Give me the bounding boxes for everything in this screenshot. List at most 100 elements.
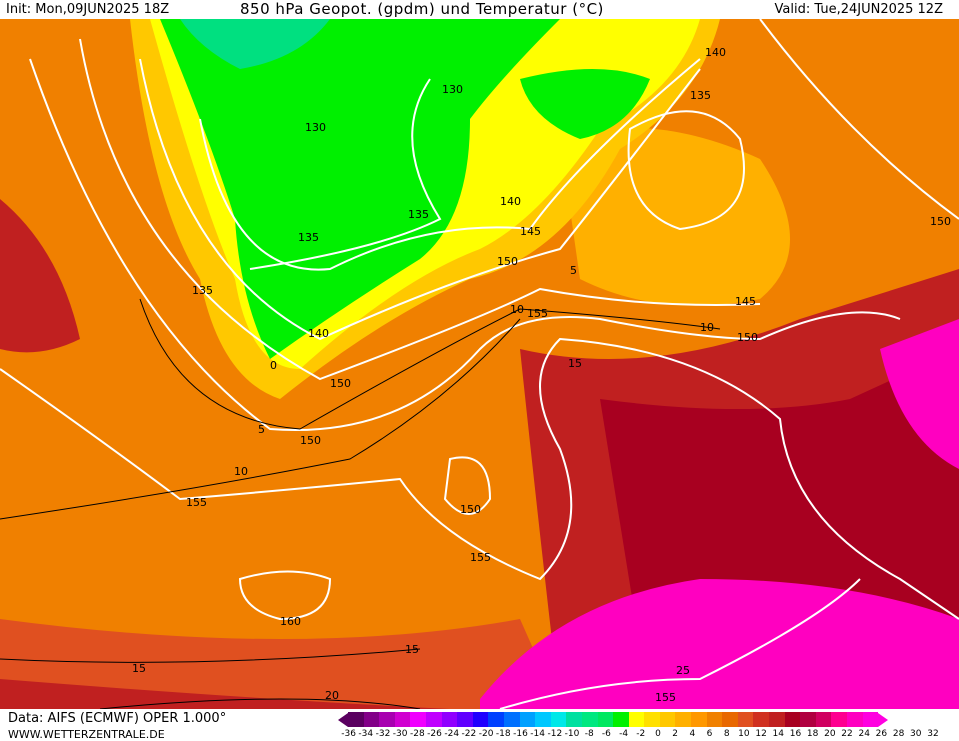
legend-label: 26 bbox=[875, 729, 888, 739]
legend-label: -30 bbox=[392, 729, 408, 739]
legend-label: -22 bbox=[461, 729, 477, 739]
svg-text:155: 155 bbox=[655, 691, 676, 704]
svg-text:10: 10 bbox=[510, 303, 524, 316]
legend-swatch bbox=[379, 712, 395, 727]
legend-arrow-right bbox=[878, 712, 889, 727]
legend-swatch bbox=[847, 712, 863, 727]
legend-swatch bbox=[425, 712, 442, 727]
color-legend bbox=[338, 712, 889, 727]
svg-text:25: 25 bbox=[676, 664, 690, 677]
legend-swatch bbox=[659, 712, 676, 727]
geopotential-contours bbox=[0, 19, 959, 709]
header: Init: Mon,09JUN2025 18Z 850 hPa Geopot. … bbox=[0, 0, 959, 19]
legend-label: -24 bbox=[444, 729, 460, 739]
svg-text:5: 5 bbox=[570, 264, 577, 277]
legend-label: -16 bbox=[513, 729, 528, 739]
legend-swatch bbox=[613, 712, 629, 727]
svg-text:155: 155 bbox=[186, 496, 207, 509]
legend-label: 28 bbox=[892, 729, 905, 739]
legend-swatch bbox=[675, 712, 692, 727]
legend-label: 16 bbox=[789, 729, 802, 739]
legend-swatch bbox=[363, 712, 380, 727]
legend-swatch bbox=[706, 712, 723, 727]
svg-text:135: 135 bbox=[192, 284, 213, 297]
legend-label: 18 bbox=[806, 729, 819, 739]
init-time: Init: Mon,09JUN2025 18Z bbox=[6, 2, 170, 17]
svg-text:155: 155 bbox=[470, 551, 491, 564]
legend-label: -12 bbox=[547, 729, 563, 739]
legend-label: -34 bbox=[358, 729, 374, 739]
svg-text:160: 160 bbox=[280, 615, 301, 628]
legend-swatch bbox=[753, 712, 770, 727]
svg-text:145: 145 bbox=[735, 295, 756, 308]
svg-text:140: 140 bbox=[705, 46, 726, 59]
legend-label: -18 bbox=[495, 729, 511, 739]
svg-text:130: 130 bbox=[305, 121, 326, 134]
legend-label: 30 bbox=[910, 729, 922, 739]
legend-label: 20 bbox=[824, 729, 836, 739]
svg-text:150: 150 bbox=[300, 434, 321, 447]
legend-label: -20 bbox=[478, 729, 494, 739]
svg-text:5: 5 bbox=[258, 423, 265, 436]
legend-arrow-left bbox=[338, 712, 348, 727]
svg-text:15: 15 bbox=[405, 643, 419, 656]
legend-label: -4 bbox=[619, 729, 629, 739]
contour-labels: 130 130 135 135 135 135 140 140 140 145 … bbox=[132, 46, 951, 704]
legend-swatch bbox=[441, 712, 458, 727]
temperature-contours bbox=[0, 298, 721, 709]
svg-text:155: 155 bbox=[527, 307, 548, 320]
valid-time: Valid: Tue,24JUN2025 12Z bbox=[774, 2, 943, 17]
legend-label: -6 bbox=[601, 729, 611, 739]
data-source: Data: AIFS (ECMWF) OPER 1.000° bbox=[8, 711, 227, 726]
svg-text:150: 150 bbox=[930, 215, 951, 228]
weather-map: 130 130 135 135 135 135 140 140 140 145 … bbox=[0, 19, 959, 709]
legend-label: -36 bbox=[341, 729, 356, 739]
legend-swatch bbox=[348, 712, 364, 727]
legend-swatch bbox=[488, 712, 504, 727]
svg-text:140: 140 bbox=[500, 195, 521, 208]
legend-swatch bbox=[472, 712, 489, 727]
legend-swatch bbox=[784, 712, 801, 727]
svg-text:150: 150 bbox=[497, 255, 518, 268]
legend-swatch bbox=[628, 712, 645, 727]
svg-text:135: 135 bbox=[298, 231, 319, 244]
svg-text:135: 135 bbox=[408, 208, 429, 221]
legend-swatch bbox=[737, 712, 754, 727]
svg-text:10: 10 bbox=[700, 321, 714, 334]
legend-label: -14 bbox=[530, 729, 545, 739]
legend-swatch bbox=[550, 712, 567, 727]
svg-text:150: 150 bbox=[737, 331, 758, 344]
svg-text:130: 130 bbox=[442, 83, 463, 96]
legend-label: -26 bbox=[427, 729, 442, 739]
svg-text:150: 150 bbox=[460, 503, 481, 516]
legend-labels: -36 -34 -32 -30 -28 -26 -24 -22 -20 -18 -16 -14 -12-… bbox=[340, 729, 942, 739]
legend-swatch bbox=[566, 712, 582, 727]
legend-swatch bbox=[597, 712, 614, 727]
legend-swatch bbox=[691, 712, 707, 727]
legend-label: 32 bbox=[927, 729, 939, 739]
legend-swatch bbox=[769, 712, 785, 727]
legend-swatch bbox=[394, 712, 411, 727]
legend-swatch bbox=[831, 712, 847, 727]
legend-label: 2 bbox=[672, 729, 679, 739]
legend-swatch bbox=[519, 712, 536, 727]
legend-swatch bbox=[457, 712, 473, 727]
legend-swatch bbox=[722, 712, 738, 727]
legend-swatch bbox=[862, 712, 879, 727]
legend-label: 4 bbox=[689, 729, 696, 739]
legend-label: 0 bbox=[655, 729, 661, 739]
svg-text:0: 0 bbox=[270, 359, 277, 372]
legend-swatch bbox=[581, 712, 598, 727]
legend-swatch bbox=[410, 712, 426, 727]
legend-label: 22 bbox=[841, 729, 853, 739]
svg-text:145: 145 bbox=[520, 225, 541, 238]
svg-text:15: 15 bbox=[568, 357, 582, 370]
legend-label: 6 bbox=[706, 729, 713, 739]
legend-label: 10 bbox=[738, 729, 750, 739]
legend-label: -32 bbox=[375, 729, 391, 739]
legend-swatch bbox=[503, 712, 520, 727]
legend-label: 14 bbox=[772, 729, 784, 739]
svg-text:10: 10 bbox=[234, 465, 248, 478]
legend-label: 24 bbox=[858, 729, 870, 739]
legend-label: 12 bbox=[755, 729, 767, 739]
